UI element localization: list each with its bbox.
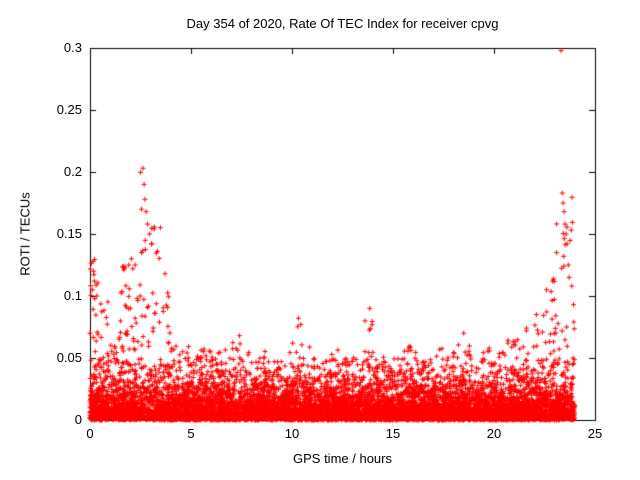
x-axis-label: GPS time / hours [293,451,392,466]
y-tick-label: 0.1 [63,288,82,303]
y-tick-label: 0.05 [56,350,82,365]
x-tick-label: 10 [284,426,300,441]
x-tick-label: 15 [385,426,401,441]
y-tick-label: 0.2 [63,164,82,179]
x-tick-label: 25 [587,426,603,441]
y-tick-label: 0 [74,412,82,427]
chart-title: Day 354 of 2020, Rate Of TEC Index for r… [186,16,499,31]
y-tick-label: 0.3 [63,40,82,55]
y-tick-label: 0.15 [56,226,82,241]
x-tick-label: 5 [187,426,195,441]
x-tick-label: 20 [486,426,502,441]
y-tick-label: 0.25 [56,102,82,117]
x-tick-label: 0 [86,426,94,441]
